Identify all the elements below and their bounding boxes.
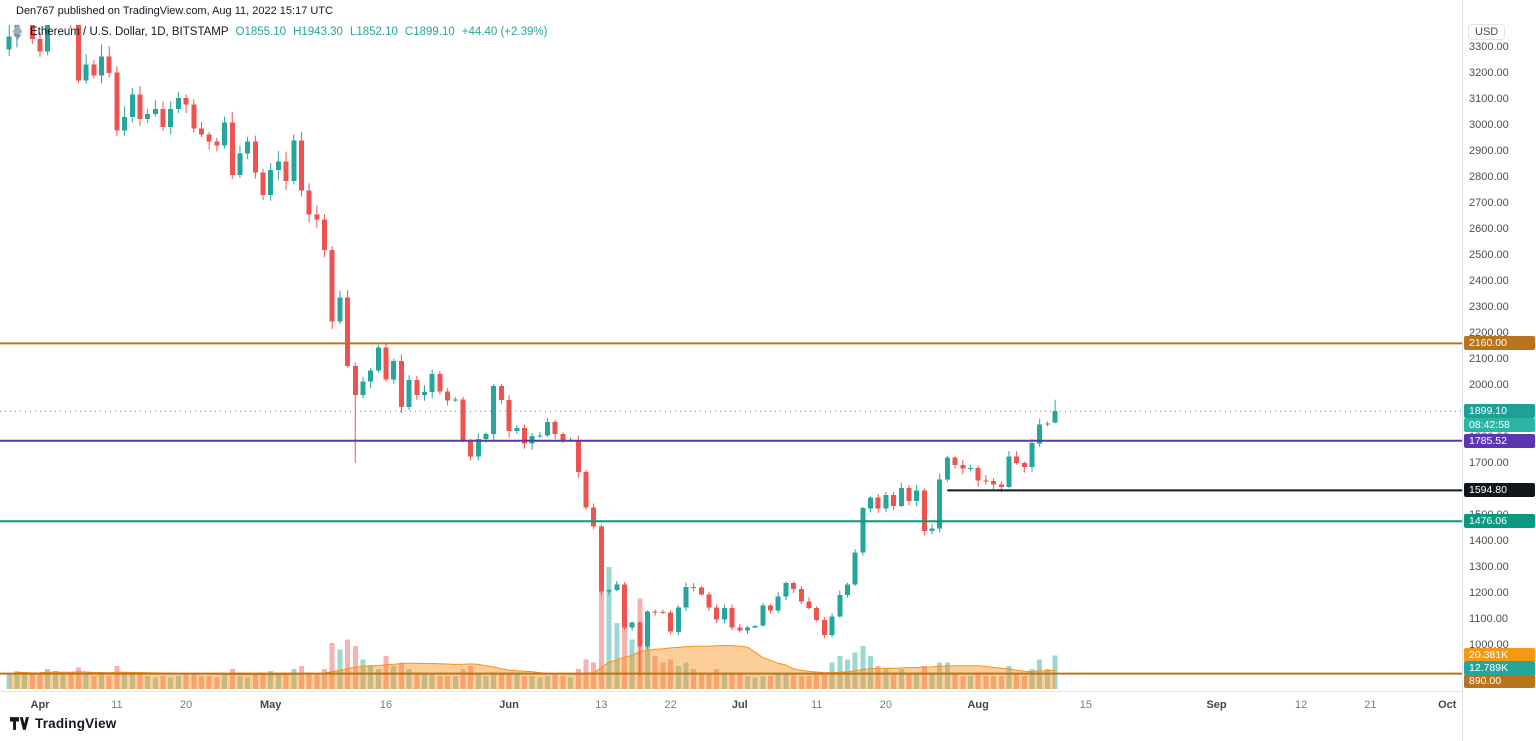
time-tick-label: 11: [111, 699, 123, 711]
legend-open: O1855.10: [235, 26, 287, 38]
price-axis[interactable]: 3300.00 3200.00 3100.00 3000.00 2900.00 2800.…: [1462, 0, 1536, 741]
volume-ma-badge: 12.789K: [1464, 660, 1535, 675]
price-tick-label: 1100.00: [1469, 612, 1508, 625]
price-tick-label: 2600.00: [1469, 222, 1509, 235]
price-tick-label: 2300.00: [1469, 300, 1509, 313]
time-tick-label: Oct: [1438, 699, 1457, 711]
time-tick-label: Apr: [30, 699, 50, 711]
price-tick-label: 2000.00: [1469, 378, 1509, 391]
candlestick-series: [6, 25, 1058, 676]
price-tick-label: 2800.00: [1469, 170, 1509, 183]
price-tick-label: 1000.00: [1469, 638, 1509, 651]
time-tick-label: Jun: [499, 699, 519, 711]
price-tick-label: 1200.00: [1469, 586, 1509, 599]
symbol-legend[interactable]: Ethereum / U.S. Dollar, 1D, BITSTAMP O18…: [12, 24, 547, 40]
time-tick-label: Aug: [967, 699, 989, 711]
time-tick-label: 20: [879, 699, 893, 711]
price-tick-label: 2400.00: [1469, 274, 1509, 287]
time-tick-label: 22: [664, 699, 677, 711]
tradingview-logo[interactable]: TradingView: [10, 716, 116, 731]
time-tick-label: 21: [1364, 699, 1377, 711]
published-line: Den767 published on TradingView.com, Aug…: [16, 5, 333, 17]
time-tick-label: 12: [1295, 699, 1308, 711]
time-axis[interactable]: Apr 11 20 May 16 Jun 13 22 Jul 11 20 Aug 15 Sep 12 21 Oc…: [0, 691, 1536, 741]
legend-high: H1943.30: [293, 26, 343, 38]
price-tick-label: 3200.00: [1469, 66, 1509, 79]
price-tick-label: 1700.00: [1469, 456, 1509, 469]
time-tick-label: May: [259, 699, 282, 711]
price-tick-label: 2500.00: [1469, 248, 1509, 261]
countdown-badge: 08:42:58: [1464, 418, 1535, 433]
time-tick-label: Sep: [1206, 699, 1227, 711]
price-tick-label: 2100.00: [1469, 352, 1509, 365]
price-tick-label: 2700.00: [1469, 196, 1509, 209]
price-tick-label: 1400.00: [1469, 534, 1509, 547]
price-tick-label: 2200.00: [1469, 326, 1509, 339]
legend-low: L1852.10: [349, 26, 398, 38]
legend-close: C1899.10: [404, 26, 455, 38]
price-level-badge: 2160.00: [1464, 336, 1535, 351]
currency-label: USD: [1468, 24, 1506, 40]
tradingview-logo-icon: [10, 717, 29, 730]
ethereum-icon: [12, 24, 23, 40]
symbol-title: Ethereum / U.S. Dollar, 1D, BITSTAMP: [30, 26, 229, 38]
price-tick-label: 3100.00: [1469, 92, 1509, 105]
price-chart-canvas[interactable]: [0, 0, 1462, 691]
price-level-badge: 1594.80: [1464, 483, 1535, 498]
time-tick-label: 11: [810, 699, 823, 711]
time-tick-label: Jul: [731, 699, 748, 711]
price-level-badge: 1476.06: [1464, 514, 1535, 529]
price-level-lines: [0, 342, 1462, 675]
price-level-badge: 890.00: [1464, 673, 1535, 688]
price-level-badge: 1785.52: [1464, 433, 1535, 448]
price-tick-label: 2900.00: [1469, 144, 1509, 157]
time-tick-label: 15: [1079, 699, 1092, 711]
time-tick-label: 20: [179, 699, 193, 711]
tradingview-logo-text: TradingView: [35, 716, 117, 731]
current-price-badge: 1899.10: [1464, 404, 1535, 419]
price-tick-label: 3000.00: [1469, 118, 1509, 131]
price-tick-label: 3300.00: [1469, 40, 1509, 53]
volume-ma-area: [9, 644, 1056, 689]
legend-change: +44.40 (+2.39%): [461, 26, 548, 38]
time-tick-label: 16: [379, 699, 393, 711]
volume-value-badge: 20.381K: [1464, 648, 1535, 663]
time-tick-label: 13: [595, 699, 608, 711]
price-tick-label: 1300.00: [1469, 560, 1509, 573]
